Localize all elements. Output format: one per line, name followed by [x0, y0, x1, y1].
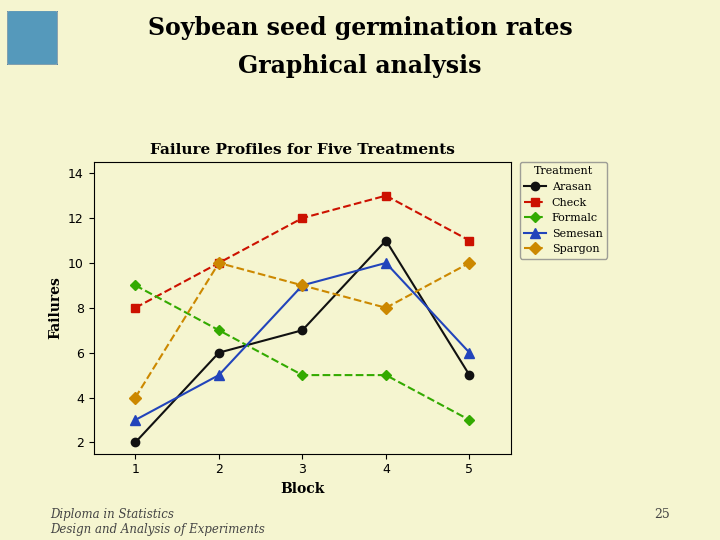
Line: Formalc: Formalc — [132, 282, 473, 423]
Check — [131, 305, 140, 311]
Check — [298, 215, 307, 221]
Spargon — [382, 305, 390, 311]
Y-axis label: Failures: Failures — [48, 276, 63, 339]
Spargon — [298, 282, 307, 288]
Semesan — [215, 372, 223, 379]
Text: Soybean seed germination rates: Soybean seed germination rates — [148, 16, 572, 40]
Formalc — [131, 282, 140, 288]
Line: Arasan: Arasan — [131, 237, 474, 447]
Check — [465, 237, 474, 244]
Legend: Arasan, Check, Formalc, Semesan, Spargon: Arasan, Check, Formalc, Semesan, Spargon — [520, 162, 607, 259]
Text: 25: 25 — [654, 508, 670, 521]
Check — [382, 192, 390, 199]
FancyBboxPatch shape — [7, 11, 58, 65]
Line: Spargon: Spargon — [131, 259, 474, 402]
Semesan — [131, 417, 140, 423]
Formalc — [298, 372, 307, 379]
Text: Diploma in Statistics
Design and Analysis of Experiments: Diploma in Statistics Design and Analysi… — [50, 508, 265, 536]
Spargon — [131, 394, 140, 401]
Text: Graphical analysis: Graphical analysis — [238, 54, 482, 78]
Formalc — [382, 372, 390, 379]
Arasan — [298, 327, 307, 334]
Semesan — [465, 349, 474, 356]
Semesan — [298, 282, 307, 288]
Formalc — [215, 327, 223, 334]
Spargon — [215, 260, 223, 266]
Line: Check: Check — [131, 192, 474, 312]
Semesan — [382, 260, 390, 266]
X-axis label: Block: Block — [280, 482, 325, 496]
Formalc — [465, 417, 474, 423]
Spargon — [465, 260, 474, 266]
Arasan — [215, 349, 223, 356]
Line: Semesan: Semesan — [130, 258, 474, 425]
Arasan — [382, 237, 390, 244]
Arasan — [465, 372, 474, 379]
Arasan — [131, 439, 140, 446]
Check — [215, 260, 223, 266]
Title: Failure Profiles for Five Treatments: Failure Profiles for Five Treatments — [150, 143, 455, 157]
